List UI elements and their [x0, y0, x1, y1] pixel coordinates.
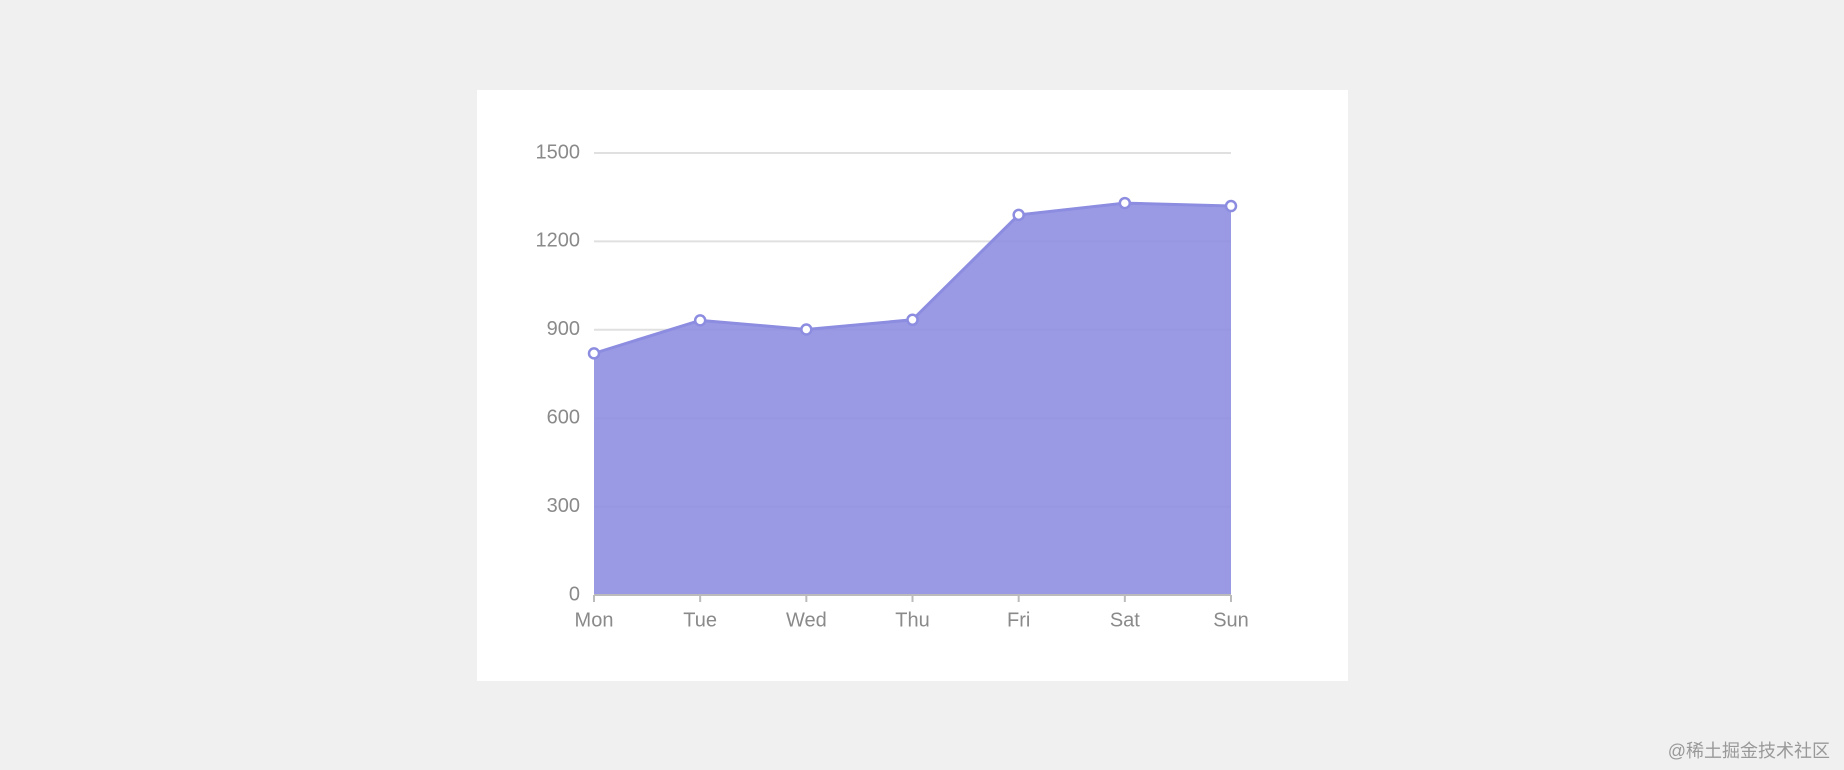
data-point: [1224, 199, 1238, 213]
y-tick-label: 0: [569, 583, 580, 605]
x-tick-label: Mon: [575, 609, 614, 631]
area-fill: [594, 203, 1231, 596]
x-tick-label: Thu: [895, 609, 929, 631]
x-tick-label: Fri: [1007, 609, 1030, 631]
data-point: [587, 347, 601, 360]
x-tick-label: Sat: [1110, 609, 1140, 631]
watermark: @稀土掘金技术社区: [1668, 741, 1830, 761]
data-point: [800, 323, 813, 336]
data-point: [906, 313, 919, 327]
x-tick-label: Tue: [683, 609, 717, 631]
data-point: [1012, 208, 1025, 222]
y-tick-label: 600: [547, 406, 580, 428]
y-tick-label: 1200: [536, 230, 581, 252]
y-tick-label: 300: [547, 495, 580, 517]
data-point: [1118, 196, 1132, 210]
x-tick-label: Wed: [786, 609, 827, 631]
data-point: [693, 314, 707, 327]
y-tick-label: 1500: [536, 141, 581, 163]
x-tick-label: Sun: [1213, 609, 1249, 631]
y-tick-label: 900: [547, 318, 580, 340]
